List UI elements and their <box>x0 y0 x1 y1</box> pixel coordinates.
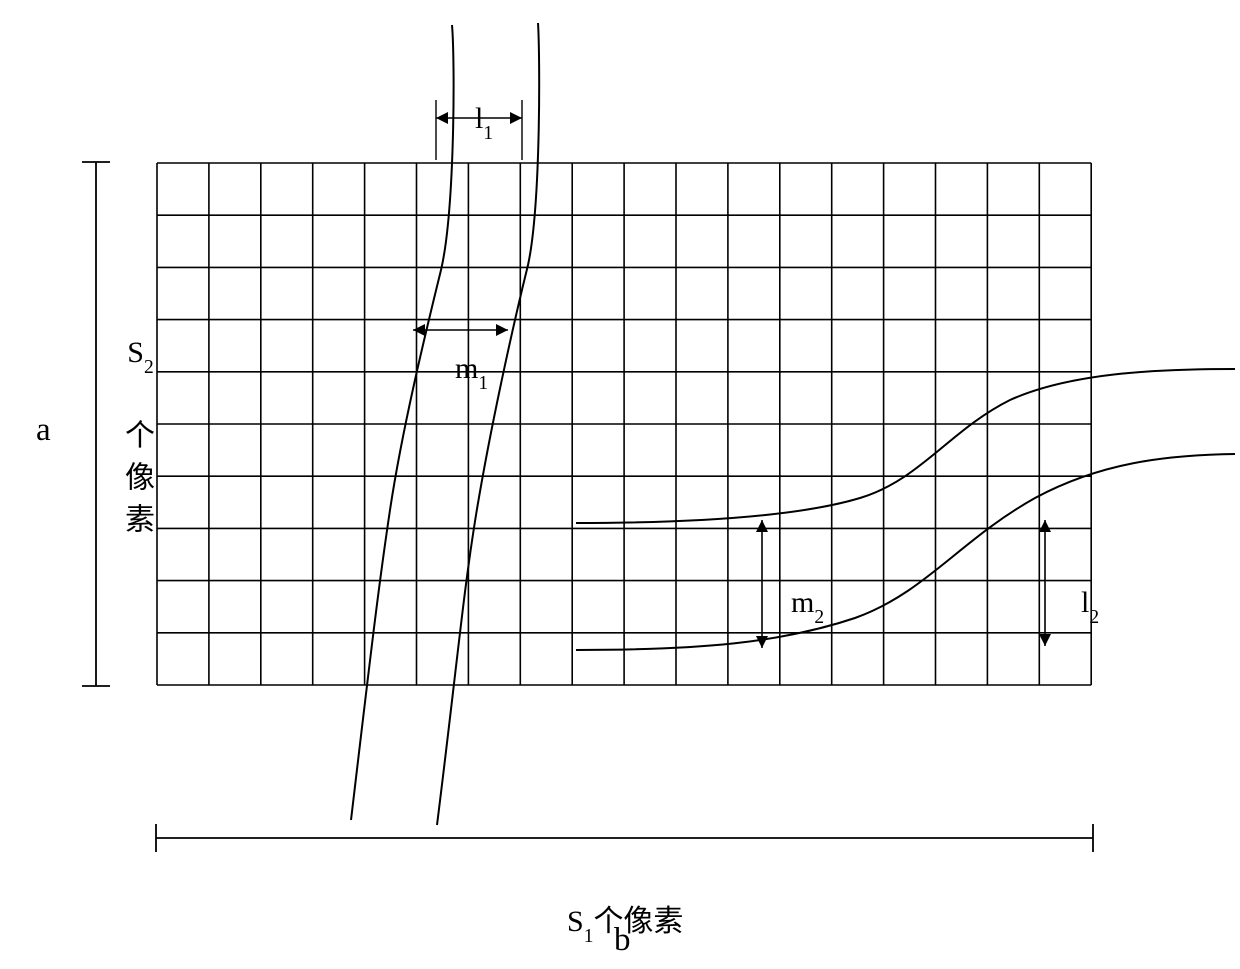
label-s2: S2 个像素 <box>108 302 158 579</box>
label-l1: l1 <box>460 68 493 141</box>
label-l2: l2 <box>1066 552 1099 625</box>
label-m2: m2 <box>776 552 824 625</box>
label-s1: S1个像素 <box>552 862 683 944</box>
label-m1: m1 <box>440 318 488 391</box>
label-a: a <box>36 412 51 449</box>
diagram-svg <box>0 0 1240 969</box>
